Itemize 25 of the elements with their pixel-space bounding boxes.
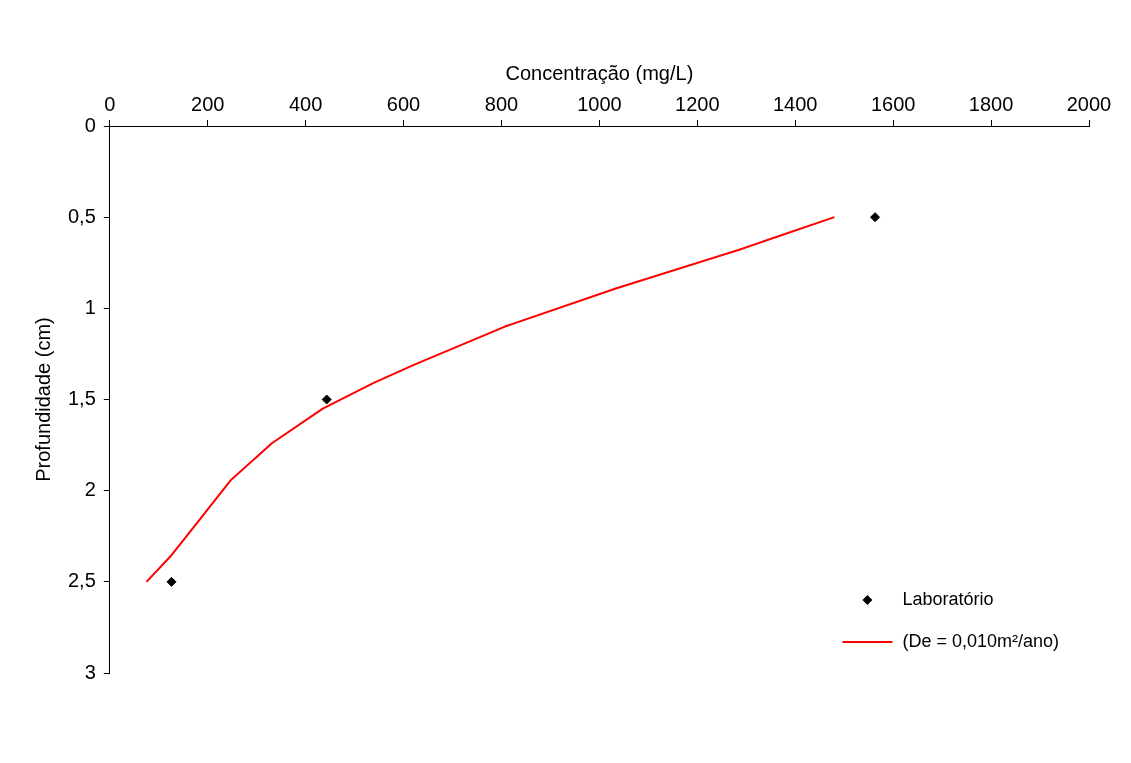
x-tick-label: 1200 bbox=[675, 92, 720, 115]
x-tick-label: 800 bbox=[484, 92, 519, 115]
y-tick-label: 3 bbox=[84, 660, 96, 683]
x-tick-label: 1600 bbox=[870, 92, 916, 115]
y-tick-label: 0,5 bbox=[67, 204, 96, 227]
x-tick-label: 0 bbox=[104, 92, 116, 115]
y-tick-label: 1 bbox=[84, 295, 96, 318]
point bbox=[870, 212, 881, 223]
x-tick-label: 2000 bbox=[1066, 92, 1112, 115]
x-tick-label: 400 bbox=[288, 92, 323, 115]
y-tick-label: 2,5 bbox=[67, 569, 96, 592]
x-tick-label: 200 bbox=[191, 92, 225, 115]
x-tick-label: 1800 bbox=[968, 92, 1014, 115]
y-axis-title: Profundidade (cm) bbox=[31, 317, 54, 482]
x-tick-label: 1400 bbox=[772, 92, 818, 115]
point bbox=[166, 576, 177, 587]
x-axis-title: Concentração (mg/L) bbox=[505, 61, 694, 84]
legend-label: Laboratório bbox=[902, 588, 994, 609]
x-tick-label: 1000 bbox=[577, 92, 622, 115]
y-tick-label: 0 bbox=[84, 113, 96, 136]
y-tick-label: 1,5 bbox=[67, 387, 96, 410]
x-tick-label: 600 bbox=[386, 92, 421, 115]
y-tick-label: 2 bbox=[84, 478, 96, 501]
point bbox=[321, 394, 332, 405]
legend-label: (De = 0,010m²/ano) bbox=[902, 630, 1059, 651]
